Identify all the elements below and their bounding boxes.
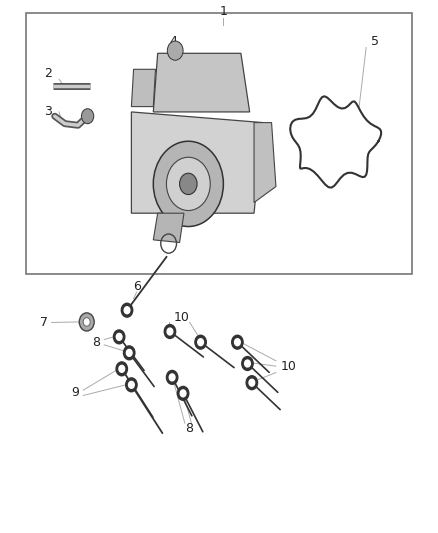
Circle shape — [79, 313, 94, 331]
Circle shape — [246, 376, 258, 390]
Text: 4: 4 — [169, 35, 177, 47]
Circle shape — [83, 318, 90, 326]
Text: 5: 5 — [371, 35, 379, 47]
Circle shape — [81, 109, 94, 124]
Polygon shape — [153, 53, 250, 112]
Circle shape — [249, 379, 255, 386]
Polygon shape — [153, 213, 184, 243]
Circle shape — [113, 330, 125, 344]
Circle shape — [121, 303, 133, 317]
Circle shape — [116, 362, 127, 376]
Circle shape — [166, 157, 210, 211]
Circle shape — [119, 366, 124, 372]
Circle shape — [166, 370, 178, 384]
Text: 3: 3 — [44, 106, 52, 118]
Text: 9: 9 — [71, 386, 79, 399]
Circle shape — [244, 360, 250, 367]
Text: 8: 8 — [185, 422, 193, 435]
Text: 8: 8 — [92, 336, 100, 349]
Polygon shape — [131, 69, 155, 107]
Text: 2: 2 — [44, 67, 52, 79]
Text: 6: 6 — [133, 280, 141, 293]
Circle shape — [232, 335, 243, 349]
Circle shape — [180, 390, 186, 397]
Text: 10: 10 — [174, 311, 190, 324]
Circle shape — [235, 339, 240, 345]
Text: 7: 7 — [40, 316, 48, 329]
Circle shape — [180, 173, 197, 195]
Circle shape — [198, 339, 203, 345]
Circle shape — [195, 335, 206, 349]
Circle shape — [126, 350, 132, 356]
Text: 1: 1 — [219, 5, 227, 18]
Circle shape — [126, 378, 137, 392]
Text: 10: 10 — [280, 360, 296, 373]
Circle shape — [177, 386, 189, 400]
Polygon shape — [131, 112, 263, 213]
Circle shape — [124, 346, 135, 360]
Circle shape — [167, 328, 173, 335]
Polygon shape — [254, 123, 276, 203]
Circle shape — [164, 325, 176, 338]
Bar — [26, 13, 412, 274]
Circle shape — [129, 382, 134, 388]
Circle shape — [167, 41, 183, 60]
Circle shape — [124, 307, 130, 313]
Circle shape — [242, 357, 253, 370]
Circle shape — [153, 141, 223, 227]
Circle shape — [169, 374, 175, 381]
Circle shape — [117, 334, 122, 340]
